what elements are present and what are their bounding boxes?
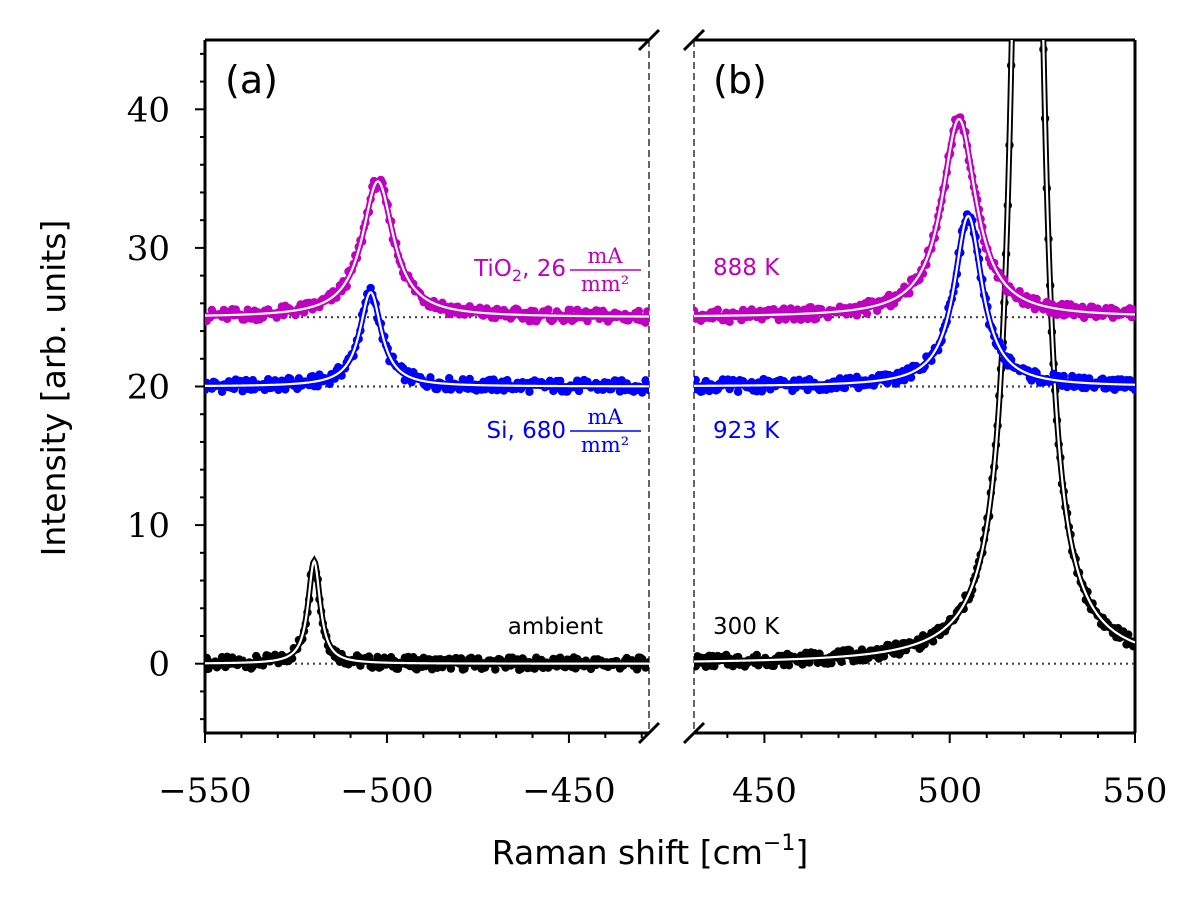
x-tick-label: −500 — [340, 771, 433, 811]
data-point — [862, 309, 872, 318]
x-tick-label: 450 — [732, 771, 797, 811]
data-point — [733, 387, 743, 396]
x-axis-label: Raman shift [cm−1] — [492, 831, 808, 872]
fit-outline — [205, 178, 649, 320]
data-point — [556, 653, 565, 662]
series-TiO₂, 26 mA/mm² — [205, 175, 649, 327]
t923-label: 923 K — [713, 418, 780, 444]
data-point — [373, 652, 382, 662]
fit-curve — [205, 558, 649, 665]
data-point — [845, 646, 855, 655]
data-point — [525, 387, 534, 396]
series-ambient — [205, 555, 649, 674]
data-point — [806, 302, 816, 312]
x-tick-label: −550 — [158, 771, 251, 811]
data-point — [632, 665, 642, 674]
ambient-label: ambient — [508, 614, 603, 640]
series-888 K — [694, 113, 1135, 326]
t888-label: 888 K — [713, 255, 780, 281]
y-tick-label: 40 — [127, 90, 170, 130]
tio2-unit-numerator: mA — [587, 244, 623, 268]
tio2-unit-denominator: mm² — [581, 272, 629, 296]
series-923 K — [694, 210, 1135, 397]
data-point — [566, 305, 575, 315]
data-point — [796, 315, 806, 324]
data-point — [837, 657, 846, 667]
t300-label: 300 K — [713, 614, 780, 640]
data-point — [641, 318, 649, 327]
y-tick-label: 20 — [127, 368, 170, 408]
data-point — [694, 375, 700, 385]
x-tick-label: −450 — [522, 771, 615, 811]
data-point — [634, 306, 643, 316]
fit-curve — [694, 40, 1135, 663]
x-tick-label: 550 — [1103, 771, 1168, 811]
data-point — [556, 376, 565, 386]
data-point — [544, 305, 553, 314]
x-axis-label-main: Raman shift [cm — [492, 833, 763, 872]
data-point — [811, 314, 821, 323]
data-point — [728, 661, 738, 671]
data-point — [491, 665, 500, 674]
y-tick-label: 10 — [127, 506, 170, 546]
data-point — [465, 374, 474, 384]
fit-outline — [694, 116, 1135, 319]
x-axis-label-close: ] — [795, 833, 808, 872]
fit-curve — [694, 214, 1135, 387]
tio2-prefix: TiO — [473, 256, 512, 282]
x-axis-label-superscript: −1 — [763, 831, 795, 856]
data-point — [725, 317, 734, 326]
panel-a-label: (a) — [225, 58, 278, 102]
x-tick-label: 500 — [917, 771, 982, 811]
si-unit-numerator: mA — [587, 405, 623, 429]
data-point — [364, 652, 374, 661]
si-label: Si, 680 mA mm² — [486, 405, 641, 457]
tio2-label: TiO2, 26 mA mm² — [473, 244, 641, 296]
si-unit-denominator: mm² — [581, 433, 629, 457]
series-300 K — [694, 40, 1135, 672]
panel-a-plot — [205, 175, 649, 674]
data-point — [827, 658, 836, 668]
data-point — [713, 305, 722, 314]
data-point — [1068, 371, 1077, 381]
data-point — [779, 304, 789, 313]
y-tick-label: 0 — [148, 645, 170, 685]
data-point — [445, 374, 454, 383]
data-point — [784, 661, 794, 670]
panel-b-plot — [694, 40, 1135, 672]
data-point — [446, 664, 456, 673]
data-point — [1130, 385, 1135, 395]
series-Si, 680 mA/mm² — [205, 283, 649, 397]
panel-b-ticks: 450 500 550 — [726, 733, 1168, 811]
fit-outline — [205, 555, 649, 667]
tio2-subscript: 2 — [512, 266, 522, 285]
data-point — [698, 386, 707, 396]
data-point — [852, 311, 862, 320]
svg-text:TiO2, 26: TiO2, 26 — [473, 256, 566, 285]
y-tick-label: 30 — [127, 229, 170, 269]
tio2-suffix: , 26 — [522, 256, 566, 282]
y-axis-label: Intensity [arb. units] — [34, 220, 73, 557]
si-prefix: Si, 680 — [486, 418, 566, 444]
fit-curve — [694, 117, 1135, 318]
panel-a-ticks: −550 −500 −450 0 10 20 30 40 — [127, 52, 643, 811]
fit-curve — [205, 180, 649, 318]
panel-b-label: (b) — [713, 58, 767, 102]
fit-curve — [205, 291, 649, 388]
